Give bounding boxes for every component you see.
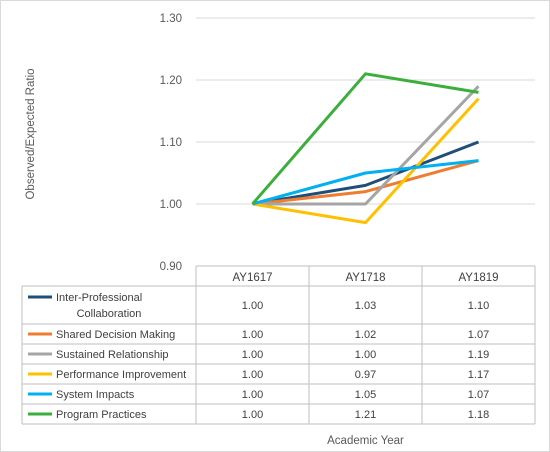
legend-label: System Impacts	[56, 389, 135, 401]
x-category-label: AY1617	[232, 272, 272, 284]
table-value: 1.00	[355, 349, 376, 361]
table-value: 1.03	[355, 300, 376, 312]
legend-label: Performance Improvement	[56, 369, 186, 381]
x-category-label: AY1718	[345, 272, 385, 284]
series-line	[252, 85, 480, 206]
table-value: 0.97	[355, 369, 376, 381]
y-tick-label: 0.90	[160, 261, 182, 273]
table-value: 1.00	[242, 389, 263, 401]
table-value: 1.00	[242, 300, 263, 312]
y-tick-label: 1.20	[160, 75, 182, 87]
table-value: 1.10	[468, 300, 489, 312]
legend-label: Collaboration	[77, 308, 142, 320]
y-axis-title: Observed/Expected Ratio	[25, 68, 37, 199]
series-line	[251, 72, 479, 205]
x-category-label: AY1819	[458, 272, 498, 284]
legend-label: Shared Decision Making	[56, 329, 175, 341]
series-line	[252, 159, 479, 206]
legend-label: Sustained Relationship	[56, 349, 169, 361]
x-axis-title: Academic Year	[327, 435, 404, 447]
series-line	[252, 159, 479, 206]
table-value: 1.19	[468, 349, 489, 361]
table-value: 1.07	[468, 389, 489, 401]
table-value: 1.00	[242, 349, 263, 361]
table-value: 1.05	[355, 389, 376, 401]
legend-label: Program Practices	[56, 409, 147, 421]
y-tick-label: 1.00	[160, 199, 182, 211]
y-tick-label: 1.30	[160, 13, 182, 25]
table-value: 1.00	[242, 329, 263, 341]
legend-label: Inter-Professional	[56, 292, 142, 304]
y-tick-label: 1.10	[160, 137, 182, 149]
table-value: 1.02	[355, 329, 376, 341]
table-value: 1.00	[242, 369, 263, 381]
table-value: 1.17	[468, 369, 489, 381]
table-value: 1.00	[242, 409, 263, 421]
series-line	[252, 140, 480, 206]
table-value: 1.18	[468, 409, 489, 421]
table-value: 1.21	[355, 409, 376, 421]
table-value: 1.07	[468, 329, 489, 341]
series-line	[252, 97, 480, 225]
